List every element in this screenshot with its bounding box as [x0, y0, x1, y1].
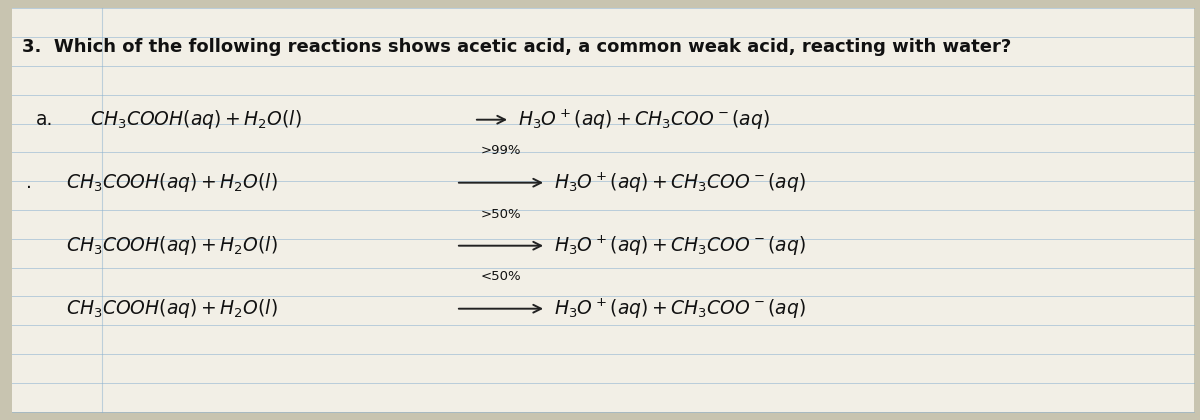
Text: $H_3O^+(aq)+CH_3COO^-(aq)$: $H_3O^+(aq)+CH_3COO^-(aq)$ — [554, 171, 806, 195]
Text: $CH_3COOH(aq)+H_2O(l)$: $CH_3COOH(aq)+H_2O(l)$ — [66, 234, 277, 257]
Text: >99%: >99% — [481, 144, 521, 158]
Text: $CH_3COOH(aq)+H_2O(l)$: $CH_3COOH(aq)+H_2O(l)$ — [66, 297, 277, 320]
Text: $CH_3COOH(aq)+H_2O(l)$: $CH_3COOH(aq)+H_2O(l)$ — [66, 171, 277, 194]
Text: $CH_3COOH(aq)+H_2O(l)$: $CH_3COOH(aq)+H_2O(l)$ — [90, 108, 301, 131]
Text: $H_3O^+(aq)+CH_3COO^-(aq)$: $H_3O^+(aq)+CH_3COO^-(aq)$ — [554, 234, 806, 258]
Text: >50%: >50% — [481, 207, 521, 220]
Text: <50%: <50% — [481, 270, 521, 284]
Text: 3.  Which of the following reactions shows acetic acid, a common weak acid, reac: 3. Which of the following reactions show… — [22, 38, 1010, 56]
Text: .: . — [26, 173, 32, 192]
Text: a.: a. — [36, 110, 53, 129]
Text: $H_3O^+(aq)+CH_3COO^-(aq)$: $H_3O^+(aq)+CH_3COO^-(aq)$ — [554, 297, 806, 321]
FancyBboxPatch shape — [12, 8, 1194, 412]
Text: $H_3O^+(aq)+CH_3COO^-(aq)$: $H_3O^+(aq)+CH_3COO^-(aq)$ — [518, 108, 770, 132]
